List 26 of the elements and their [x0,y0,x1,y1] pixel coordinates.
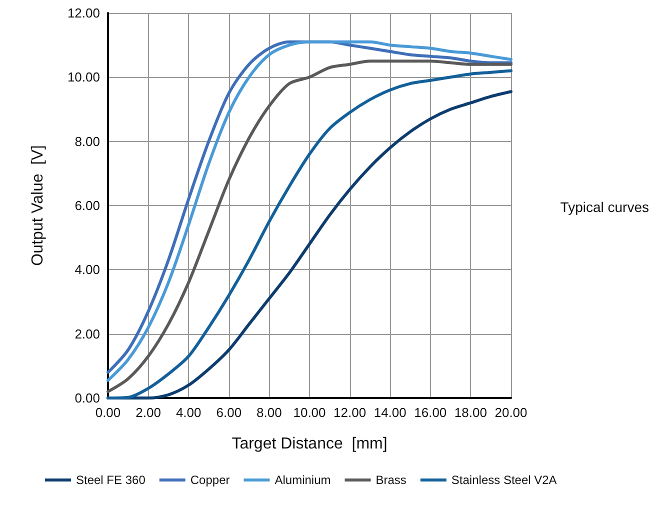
x-tick-label: 2.00 [136,405,161,420]
x-tick-label: 4.00 [176,405,202,420]
legend-label: Copper [190,473,230,487]
x-tick-label: 6.00 [216,405,242,420]
y-tick-label: 8.00 [74,134,100,149]
y-tick-label: 2.00 [74,326,100,342]
x-tick-label: 0.00 [95,405,121,420]
x-tick-label: 8.00 [256,405,282,420]
x-tick-label: 20.00 [494,405,528,420]
y-tick-label: 12.00 [67,6,100,20]
y-tick-label: 4.00 [74,262,100,278]
legend-label: Aluminium [274,473,331,487]
legend-label: Brass [376,473,406,487]
x-tick-label: 18.00 [454,405,487,420]
x-tick-label: 14.00 [374,405,406,420]
y-tick-label: 0.00 [74,390,100,406]
legend-label: Steel FE 360 [76,473,146,487]
x-tick-label: 16.00 [414,405,447,420]
legend-label: Stainless Steel V2A [451,473,557,487]
y-tick-label: 6.00 [74,198,100,213]
y-tick-label: 10.00 [67,70,100,85]
x-tick-label: 12.00 [334,405,366,420]
x-axis-title: Target Distance [mm] [232,436,388,452]
y-axis-title: Output Value [V] [30,145,46,266]
text: Typical curves [560,199,650,215]
x-tick-label: 10.00 [293,405,326,420]
